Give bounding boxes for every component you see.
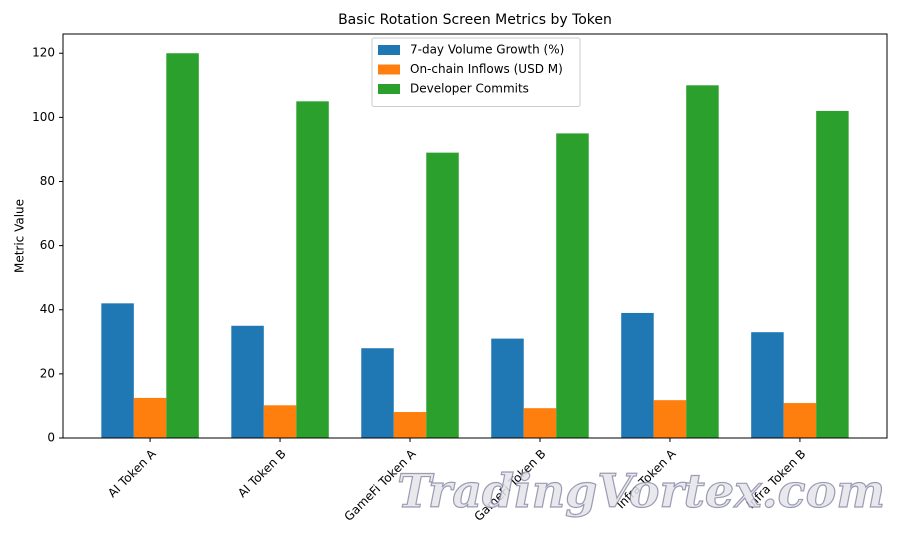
y-axis-label: Metric Value [13, 199, 27, 273]
bar [816, 110, 849, 438]
watermark: TradingVortex.com [397, 464, 885, 518]
bar [621, 312, 654, 438]
bar [653, 400, 687, 438]
legend-box [371, 37, 581, 107]
y-tick-label: 0 [47, 431, 55, 445]
bar [361, 348, 394, 438]
y-tick-label: 20 [40, 366, 55, 380]
bar [686, 85, 719, 439]
y-tick-label: 60 [40, 238, 55, 252]
bar [556, 133, 589, 438]
legend-swatch [378, 84, 400, 94]
bar [101, 303, 134, 438]
bar [393, 412, 427, 438]
bar [263, 405, 297, 438]
bar [491, 338, 524, 438]
legend-label: Developer Commits [410, 82, 529, 96]
x-tick-label: AI Token A [105, 446, 159, 500]
bar [166, 53, 199, 438]
plot-frame [62, 33, 888, 439]
y-tick-label: 40 [40, 302, 55, 316]
x-tick-label: AI Token B [235, 447, 289, 501]
legend-label: On-chain Inflows (USD M) [410, 62, 563, 76]
bar [523, 408, 557, 438]
legend-swatch [378, 64, 400, 75]
y-tick-label: 120 [32, 46, 55, 60]
chart-title: Basic Rotation Screen Metrics by Token [338, 12, 612, 28]
bar [133, 397, 167, 438]
legend-label: 7-day Volume Growth (%) [410, 43, 564, 57]
bar [231, 325, 264, 438]
bar [751, 332, 784, 438]
y-tick-label: 80 [40, 174, 55, 188]
bar [783, 403, 817, 438]
legend-swatch [378, 45, 400, 55]
bar [296, 101, 329, 438]
y-tick-label: 100 [32, 110, 55, 124]
bar [426, 152, 459, 438]
